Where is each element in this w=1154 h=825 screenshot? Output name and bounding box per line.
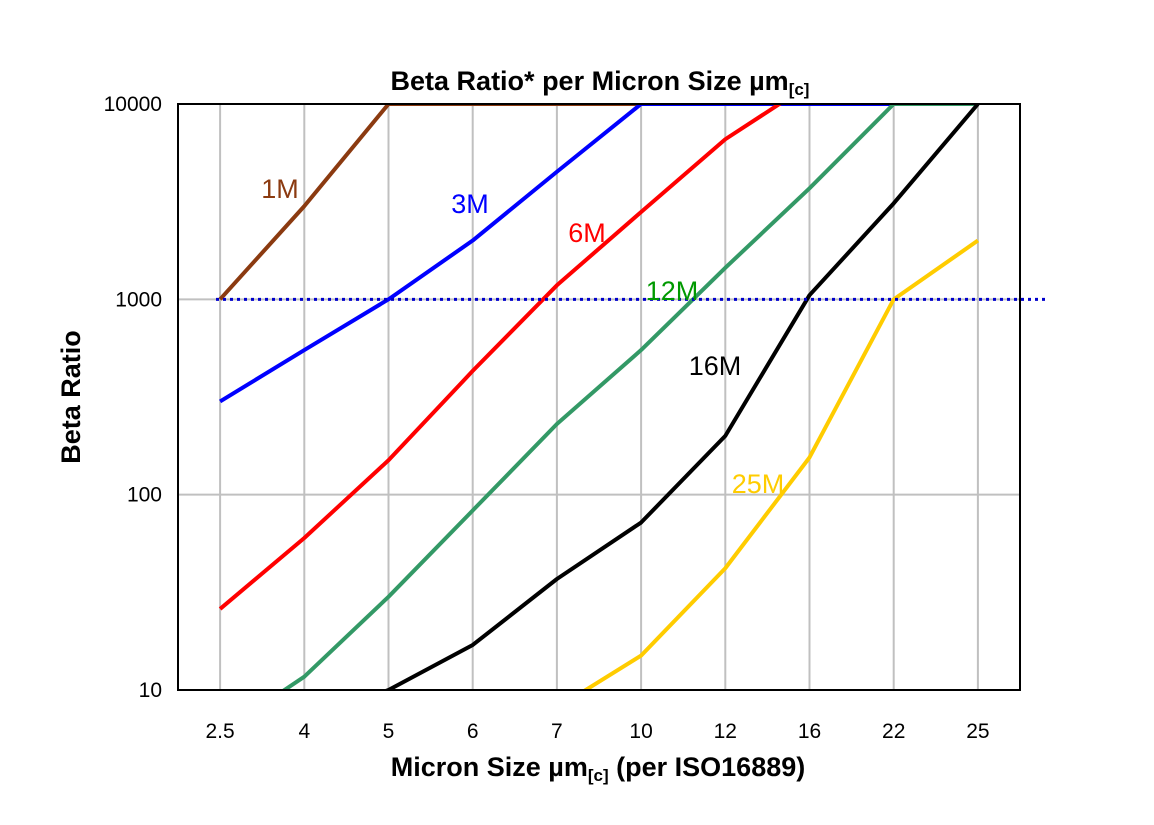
series-label-6M: 6M bbox=[568, 218, 606, 248]
series-label-1M: 1M bbox=[261, 174, 299, 204]
series-label-3M: 3M bbox=[451, 189, 489, 219]
series-label-16M: 16M bbox=[689, 351, 742, 381]
x-tick-label: 6 bbox=[467, 720, 479, 743]
y-tick-label: 1000 bbox=[115, 288, 162, 311]
x-tick-label: 12 bbox=[714, 720, 737, 743]
plot-area-border bbox=[177, 103, 1021, 691]
x-tick-label: 4 bbox=[298, 720, 310, 743]
x-tick-label: 10 bbox=[629, 720, 652, 743]
x-tick-label: 16 bbox=[798, 720, 821, 743]
series-line-6M bbox=[218, 104, 784, 611]
series-label-12M: 12M bbox=[646, 276, 699, 306]
y-tick-label: 10000 bbox=[104, 93, 162, 116]
series-line-12M bbox=[280, 104, 978, 690]
x-axis-label: Micron Size µm[c] (per ISO16889) bbox=[391, 752, 805, 785]
x-tick-label: 2.5 bbox=[205, 720, 234, 743]
series-line-3M bbox=[219, 104, 978, 404]
y-tick-label: 10 bbox=[139, 679, 162, 702]
x-tick-label: 25 bbox=[966, 720, 989, 743]
series-label-25M: 25M bbox=[732, 469, 785, 499]
x-tick-label: 5 bbox=[383, 720, 395, 743]
chart-title: Beta Ratio* per Micron Size µm[c] bbox=[391, 66, 810, 99]
series-line-16M bbox=[382, 104, 980, 690]
x-tick-label: 7 bbox=[551, 720, 563, 743]
x-tick-label: 22 bbox=[882, 720, 905, 743]
series-line-1M bbox=[218, 104, 642, 301]
y-axis-label: Beta Ratio bbox=[56, 330, 86, 464]
series-line-25M bbox=[581, 238, 980, 690]
y-tick-label: 100 bbox=[127, 484, 162, 507]
